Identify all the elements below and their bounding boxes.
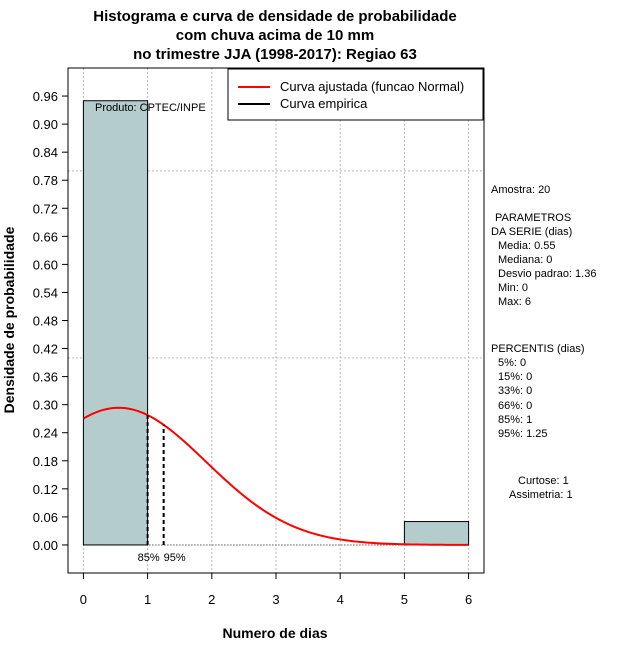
percentile-15: 15%: 0 — [498, 371, 532, 383]
legend-empirical-label: Curva empirica — [280, 96, 368, 111]
percentile-lines: 85% 95% — [138, 415, 186, 564]
percentile-66: 66%: 0 — [498, 400, 532, 412]
axes: 0.00 0.06 0.12 0.18 0.24 0.30 0.36 0.42 0.48 0.54… — [33, 89, 473, 607]
x-tick-label: 1 — [144, 592, 151, 607]
param-min: Min: 0 — [498, 282, 528, 294]
skewness: Assimetria: 1 — [509, 489, 573, 501]
percentile-33: 33%: 0 — [498, 385, 532, 397]
params-header: PARAMETROS — [495, 212, 571, 224]
histogram-bars — [82, 100, 470, 546]
chart-title-line-1: Histograma e curva de densidade de proba… — [93, 8, 456, 25]
percentile-5: 5%: 0 — [498, 357, 526, 369]
y-tick-label: 0.72 — [33, 201, 58, 216]
y-tick-label: 0.66 — [33, 229, 58, 244]
y-tick-label: 0.18 — [33, 454, 58, 469]
y-tick-label: 0.48 — [33, 314, 58, 329]
param-max: Max: 6 — [498, 296, 531, 308]
y-axis-label: Densidade de probabilidade — [1, 226, 17, 413]
histogram-bar — [403, 521, 470, 546]
legend: Curva ajustada (funcao Normal) Curva emp… — [227, 68, 484, 121]
x-tick-label: 0 — [80, 592, 87, 607]
y-tick-label: 0.84 — [33, 145, 58, 160]
param-mean: Media: 0.55 — [498, 240, 555, 252]
percentile-label: 85% — [138, 552, 160, 564]
x-tick-label: 4 — [337, 592, 344, 607]
y-tick-label: 0.36 — [33, 370, 58, 385]
x-tick-label: 6 — [465, 592, 472, 607]
y-tick-label: 0.42 — [33, 342, 58, 357]
param-median: Mediana: 0 — [498, 254, 552, 266]
chart-title-line-3: no trimestre JJA (1998-2017): Regiao 63 — [133, 46, 417, 63]
y-tick-label: 0.78 — [33, 173, 58, 188]
kurtosis: Curtose: 1 — [518, 475, 569, 487]
y-tick-label: 0.24 — [33, 426, 58, 441]
y-tick-label: 0.90 — [33, 117, 58, 132]
y-tick-label: 0.12 — [33, 482, 58, 497]
percentile-85: 85%: 1 — [498, 414, 532, 426]
percentile-label: 95% — [164, 552, 186, 564]
x-tick-label: 2 — [208, 592, 215, 607]
side-panel: Amostra: 20 PARAMETROS DA SERIE (dias) M… — [491, 184, 596, 501]
y-tick-label: 0.30 — [33, 398, 58, 413]
y-tick-label: 0.60 — [33, 257, 58, 272]
plot-border — [67, 67, 485, 574]
y-tick-label: 0.96 — [33, 89, 58, 104]
y-tick-label: 0.54 — [33, 285, 58, 300]
legend-box — [227, 68, 484, 121]
x-axis-label: Numero de dias — [222, 625, 327, 641]
params-subheader: DA SERIE (dias) — [491, 226, 572, 238]
y-tick-label: 0.06 — [33, 510, 58, 525]
credit-text: Produto: CPTEC/INPE — [95, 102, 206, 114]
x-tick-label: 3 — [272, 592, 279, 607]
param-sd: Desvio padrao: 1.36 — [498, 268, 596, 280]
y-tick-label: 0.00 — [33, 538, 58, 553]
percentis-header: PERCENTIS (dias) — [491, 343, 585, 355]
x-tick-label: 5 — [401, 592, 408, 607]
sample-size: Amostra: 20 — [491, 184, 550, 196]
legend-fit-label: Curva ajustada (funcao Normal) — [280, 79, 464, 94]
percentile-95: 95%: 1.25 — [498, 428, 548, 440]
chart-title-line-2: com chuva acima de 10 mm — [176, 27, 374, 44]
histogram-bar — [82, 100, 149, 546]
